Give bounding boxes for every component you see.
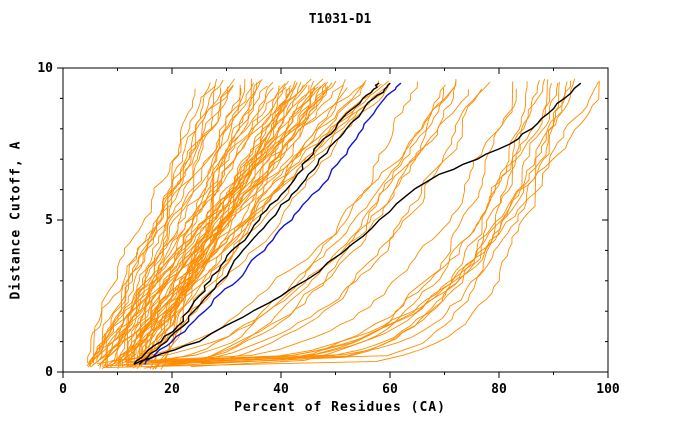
ensemble-curve	[156, 82, 552, 367]
ensemble-curve	[103, 81, 560, 369]
series-model-black-2	[138, 82, 391, 365]
ensemble-curve	[104, 88, 517, 367]
x-tick-label: 0	[59, 382, 67, 397]
ensemble-curve	[179, 79, 540, 363]
series-model-black-1	[133, 82, 380, 365]
ensemble-curve	[114, 82, 255, 365]
ensemble-curve	[102, 85, 280, 363]
ensemble-curve	[93, 84, 217, 364]
x-tick-label: 20	[164, 382, 180, 397]
ensemble-curve	[125, 89, 469, 368]
ensemble-curve	[101, 79, 224, 370]
x-tick-label: 100	[596, 382, 620, 397]
ensemble-curve	[169, 87, 444, 365]
y-tick-label: 0	[45, 365, 53, 380]
ensemble-curve	[190, 79, 549, 368]
x-tick-label: 60	[382, 382, 398, 397]
ensemble-curve	[146, 81, 599, 364]
series-model-blue	[144, 82, 402, 365]
y-tick-label: 10	[37, 61, 53, 76]
series-model-black-outlier	[133, 82, 582, 366]
ensemble-curve	[96, 80, 457, 365]
ensemble-curve	[122, 80, 290, 367]
x-tick-label: 80	[491, 382, 507, 397]
ensemble-curve	[127, 85, 322, 366]
ensemble-curve	[144, 80, 571, 362]
ensemble-curve	[135, 81, 329, 362]
ensemble-curve	[138, 80, 380, 362]
ensemble-curve	[86, 87, 274, 367]
ensemble-curve	[111, 78, 457, 362]
ensemble-curve	[106, 78, 324, 369]
ensemble-curve	[137, 80, 337, 364]
ensemble-curve	[160, 82, 298, 370]
ensemble-curve	[99, 78, 218, 369]
ensemble-curve	[126, 84, 382, 367]
ensemble-curve	[143, 85, 456, 369]
ensemble-curve	[154, 84, 241, 370]
ensemble-curve	[126, 80, 600, 363]
x-axis-label: Percent of Residues (CA)	[234, 400, 446, 415]
ensemble-curve	[115, 86, 316, 366]
ensemble-curve	[186, 81, 528, 363]
ensemble-curve	[127, 88, 196, 368]
ensemble-curve	[89, 80, 262, 368]
ensemble-curve	[117, 82, 326, 369]
ensemble-curve	[157, 85, 344, 367]
ensemble-curve	[97, 78, 246, 367]
ensemble-curve	[130, 78, 576, 363]
x-tick-label: 40	[273, 382, 289, 397]
ensemble-curve	[95, 85, 234, 361]
chart-title: T1031-D1	[308, 12, 372, 27]
ensemble-curve	[150, 81, 491, 368]
ensemble-curve	[141, 82, 366, 366]
ensemble-curve	[143, 88, 287, 361]
ensemble-curve	[139, 87, 316, 361]
ensemble-curve	[118, 88, 483, 366]
y-tick-label: 5	[45, 213, 53, 228]
ensemble-curve	[200, 78, 546, 364]
ensemble-curve	[132, 81, 568, 365]
ensemble-curve	[119, 86, 228, 367]
